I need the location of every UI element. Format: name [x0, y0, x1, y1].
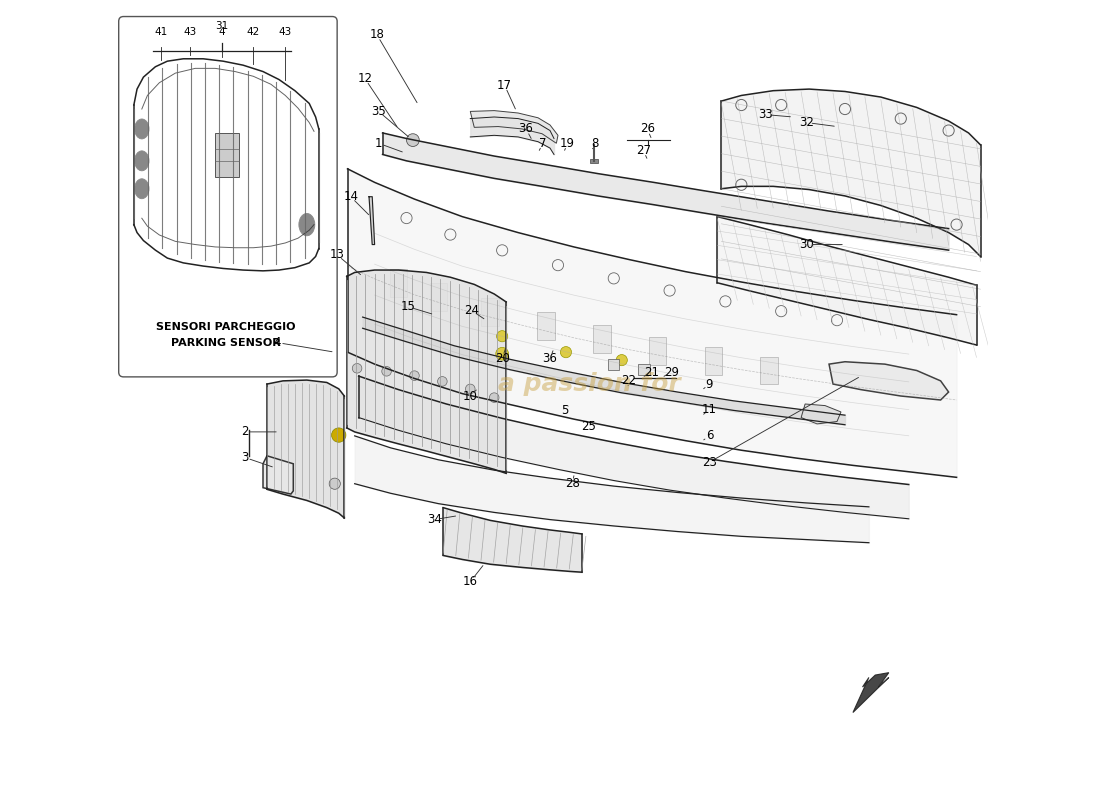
Text: 31: 31: [214, 21, 228, 31]
Text: 27: 27: [636, 144, 651, 157]
Circle shape: [490, 393, 499, 402]
Text: 20: 20: [495, 352, 509, 365]
Text: 2: 2: [241, 426, 249, 438]
Bar: [389, 269, 407, 297]
Text: 15: 15: [400, 300, 416, 314]
Text: 43: 43: [278, 27, 292, 38]
Polygon shape: [852, 673, 889, 713]
Text: 13: 13: [330, 249, 344, 262]
Text: 19: 19: [560, 137, 575, 150]
Text: 7: 7: [539, 137, 547, 150]
Text: 21: 21: [644, 366, 659, 378]
Ellipse shape: [134, 178, 148, 198]
Circle shape: [382, 366, 392, 376]
Bar: [537, 312, 554, 340]
Text: a passion for: a passion for: [498, 372, 681, 396]
Text: 1: 1: [375, 137, 383, 150]
Bar: [482, 298, 499, 326]
Ellipse shape: [134, 119, 148, 139]
Text: PARKING SENSOR: PARKING SENSOR: [170, 338, 280, 347]
Text: 18: 18: [370, 28, 384, 42]
Circle shape: [329, 478, 340, 490]
Text: 17: 17: [497, 78, 513, 91]
Bar: [593, 325, 611, 353]
Circle shape: [560, 346, 572, 358]
Text: 35: 35: [371, 105, 386, 118]
Bar: [649, 337, 667, 365]
Text: 26: 26: [640, 122, 654, 135]
Text: 4: 4: [274, 336, 282, 349]
Text: 10: 10: [463, 390, 477, 402]
Text: 33: 33: [758, 108, 772, 121]
Text: 23: 23: [702, 456, 717, 469]
Text: 9: 9: [706, 378, 713, 390]
Circle shape: [496, 330, 508, 342]
Circle shape: [407, 134, 419, 146]
Circle shape: [496, 347, 508, 360]
Polygon shape: [801, 404, 842, 424]
Text: 16: 16: [463, 575, 477, 588]
Bar: [608, 358, 619, 370]
Polygon shape: [263, 456, 294, 494]
Polygon shape: [829, 362, 948, 400]
Text: 12: 12: [358, 72, 373, 86]
Text: 30: 30: [800, 238, 814, 251]
Text: 36: 36: [542, 352, 558, 365]
Text: 22: 22: [620, 374, 636, 386]
Bar: [430, 283, 448, 311]
Text: 43: 43: [183, 27, 196, 38]
Circle shape: [331, 428, 345, 442]
Ellipse shape: [134, 151, 148, 170]
Text: 42: 42: [246, 27, 260, 38]
Text: 4: 4: [218, 27, 224, 38]
Text: 25: 25: [581, 420, 596, 433]
Text: 3: 3: [241, 451, 249, 464]
FancyBboxPatch shape: [119, 17, 337, 377]
Text: 8: 8: [591, 137, 598, 150]
Bar: [590, 159, 597, 163]
Text: 34: 34: [427, 513, 442, 526]
Circle shape: [616, 354, 627, 366]
Circle shape: [409, 371, 419, 381]
Text: 5: 5: [561, 404, 568, 417]
Text: 11: 11: [702, 403, 717, 416]
Ellipse shape: [299, 214, 315, 236]
Text: 41: 41: [154, 27, 167, 38]
Circle shape: [465, 384, 475, 394]
Bar: [216, 133, 239, 177]
Polygon shape: [368, 197, 375, 245]
Circle shape: [438, 377, 448, 386]
Bar: [760, 357, 778, 385]
Bar: [705, 347, 723, 375]
Text: 29: 29: [663, 366, 679, 378]
Text: SENSORI PARCHEGGIO: SENSORI PARCHEGGIO: [156, 322, 295, 332]
Text: 24: 24: [464, 304, 480, 318]
Bar: [638, 364, 650, 375]
Text: 32: 32: [800, 116, 814, 129]
Text: 36: 36: [518, 122, 534, 135]
Text: 6: 6: [706, 430, 713, 442]
Circle shape: [352, 363, 362, 373]
Polygon shape: [471, 110, 558, 143]
Text: 28: 28: [565, 478, 580, 490]
Text: 14: 14: [343, 190, 359, 203]
